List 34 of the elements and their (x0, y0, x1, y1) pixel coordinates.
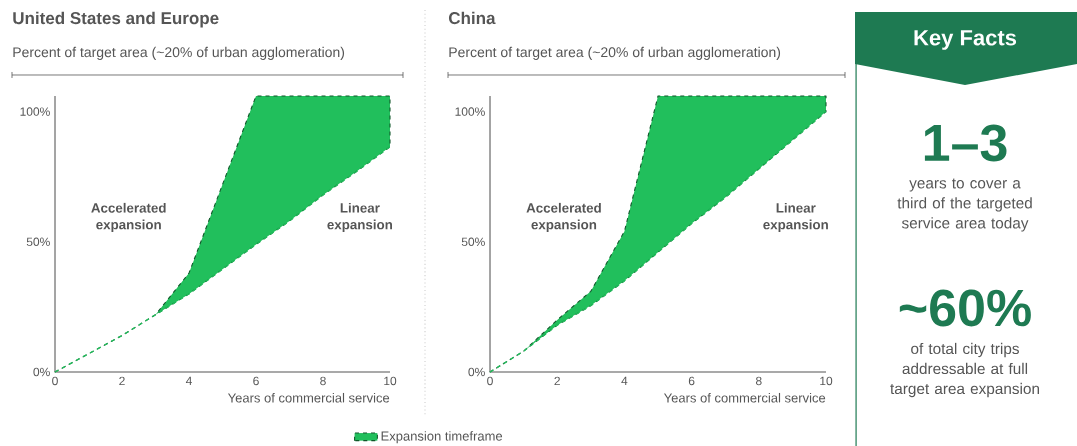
annotation: Linear expansion (327, 202, 392, 232)
x-axis-title: Years of commercial service (227, 392, 390, 403)
y-tick-label: 50% (461, 237, 485, 247)
y-tick-label: 100% (20, 107, 50, 116)
text: years to cover a third of the targeted service area today (897, 178, 1032, 232)
y-tick-label: 100% (455, 107, 485, 116)
x-tick-label: 10 (384, 376, 397, 386)
x-tick-label: 4 (621, 376, 628, 385)
x-tick-label: 4 (185, 376, 192, 385)
text: Key Facts (914, 30, 1017, 50)
chart-subtitle: Percent of target area (~20% of urban agglomeration) (13, 46, 345, 60)
text: of total city trips addressable at full target area expansion (890, 342, 1039, 398)
annotation: Accelerated expansion (526, 202, 601, 232)
x-tick-label: 6 (688, 376, 695, 386)
x-tick-label: 6 (253, 376, 259, 386)
x-tick-label: 2 (119, 376, 125, 386)
text: 1–3 (924, 124, 1007, 162)
y-tick-label: 50% (26, 237, 50, 247)
annotation: Linear expansion (763, 202, 828, 232)
x-tick-label: 0 (487, 376, 493, 386)
x-tick-label: 8 (320, 376, 326, 386)
x-tick-label: 0 (52, 376, 58, 386)
x-axis-title: Years of commercial service (663, 392, 826, 403)
chart-subtitle: Percent of target area (~20% of urban agglomeration) (449, 46, 781, 60)
y-tick-label: 0% (468, 367, 485, 377)
chart-title: China (448, 11, 496, 25)
y-tick-label: 0% (33, 367, 50, 377)
chart-title: United States and Europe (13, 11, 219, 28)
x-tick-label: 8 (755, 376, 762, 386)
text: ~60% (899, 289, 1031, 327)
annotation: Accelerated expansion (91, 202, 166, 232)
x-tick-label: 10 (820, 376, 833, 386)
legend-label: Expansion timeframe (381, 431, 503, 444)
x-tick-label: 2 (554, 376, 560, 386)
